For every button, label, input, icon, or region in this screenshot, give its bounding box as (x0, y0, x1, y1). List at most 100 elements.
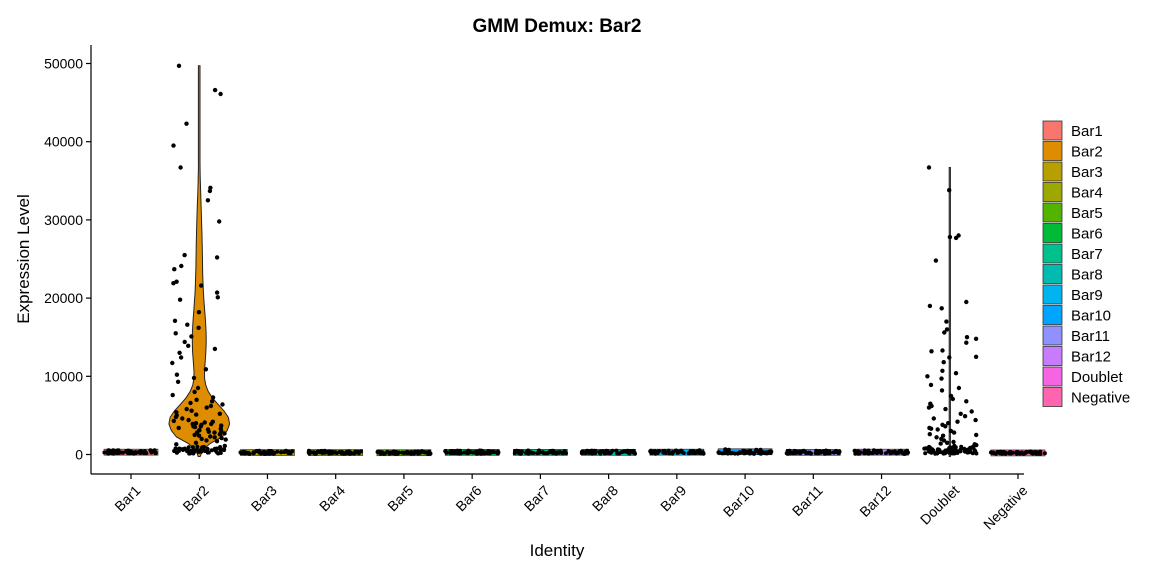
data-point (184, 121, 189, 126)
data-point (220, 402, 225, 407)
legend-swatch (1042, 182, 1063, 202)
points-layer (102, 63, 1047, 456)
data-point (182, 252, 187, 258)
data-point (198, 424, 203, 429)
data-point (990, 450, 995, 455)
data-point (171, 143, 176, 148)
data-point (479, 448, 484, 453)
data-point (194, 447, 199, 452)
data-point (171, 281, 176, 286)
data-point (251, 450, 256, 455)
data-point (173, 446, 178, 451)
data-point (219, 435, 224, 441)
axes-layer (90, 45, 1024, 475)
data-point (939, 306, 944, 311)
data-point (514, 448, 519, 453)
data-point (196, 310, 202, 315)
data-point (544, 451, 549, 456)
data-point (831, 450, 836, 455)
data-point (133, 450, 138, 455)
data-point (119, 450, 124, 455)
legend-label: Bar7 (1071, 246, 1103, 263)
data-point (186, 343, 191, 348)
data-point (205, 198, 211, 203)
data-point (182, 339, 187, 345)
data-point (174, 372, 180, 377)
data-point (194, 397, 199, 402)
data-point (923, 451, 928, 456)
data-point (953, 445, 958, 450)
data-point (950, 448, 955, 453)
data-point (735, 451, 741, 456)
data-point (951, 439, 956, 445)
data-point (964, 299, 969, 305)
data-point (950, 396, 955, 402)
data-point (927, 446, 932, 451)
data-point (943, 424, 948, 429)
data-point (758, 451, 763, 456)
data-point (695, 449, 700, 454)
legend-swatch (1042, 161, 1063, 182)
legend-swatch (1042, 305, 1063, 325)
data-point (742, 448, 746, 453)
data-point (621, 449, 626, 454)
data-point (1037, 451, 1041, 456)
data-point (170, 392, 175, 398)
data-point (956, 385, 962, 391)
legend-swatch (1042, 264, 1063, 284)
x-tick-label: Bar2 (179, 482, 211, 514)
data-point (207, 188, 213, 194)
data-point (822, 451, 827, 456)
data-point (940, 368, 945, 373)
data-point (178, 165, 183, 170)
legend-swatch (1042, 223, 1063, 243)
data-point (662, 448, 667, 453)
data-point (210, 395, 216, 400)
data-point (223, 437, 228, 442)
data-point (1011, 450, 1015, 455)
data-point (222, 431, 227, 436)
data-point (700, 450, 705, 455)
data-point (139, 449, 143, 454)
x-tick-label: Bar6 (452, 482, 484, 514)
data-point (758, 447, 763, 452)
data-point (189, 408, 194, 413)
chart-title: GMM Demux: Bar2 (473, 16, 642, 37)
data-point (199, 283, 204, 288)
data-point (142, 449, 147, 454)
data-point (944, 319, 949, 324)
data-point (723, 451, 728, 456)
data-point (927, 303, 933, 309)
data-point (218, 91, 223, 97)
data-point (836, 451, 841, 456)
data-point (444, 450, 449, 455)
data-point (458, 448, 462, 453)
data-point (257, 449, 262, 454)
data-point (993, 451, 998, 456)
data-point (958, 411, 963, 416)
data-point (792, 451, 797, 456)
data-point (204, 405, 209, 410)
y-tick-label: 20000 (44, 290, 83, 306)
data-point (204, 438, 209, 443)
data-point (526, 448, 531, 453)
data-point (263, 451, 268, 456)
data-point (870, 451, 875, 456)
data-point (327, 451, 332, 456)
data-point (933, 258, 939, 263)
data-point (195, 444, 200, 449)
data-point (486, 449, 491, 454)
data-point (180, 416, 185, 421)
data-point (394, 450, 399, 454)
data-point (974, 432, 979, 438)
data-point (195, 385, 201, 391)
data-point (495, 451, 500, 456)
data-point (947, 234, 953, 240)
x-tick-label: Bar9 (657, 482, 689, 514)
data-point (973, 354, 979, 359)
data-point (208, 434, 213, 439)
data-point (815, 451, 819, 456)
data-point (196, 433, 202, 438)
data-point (214, 255, 220, 260)
data-point (675, 450, 680, 455)
